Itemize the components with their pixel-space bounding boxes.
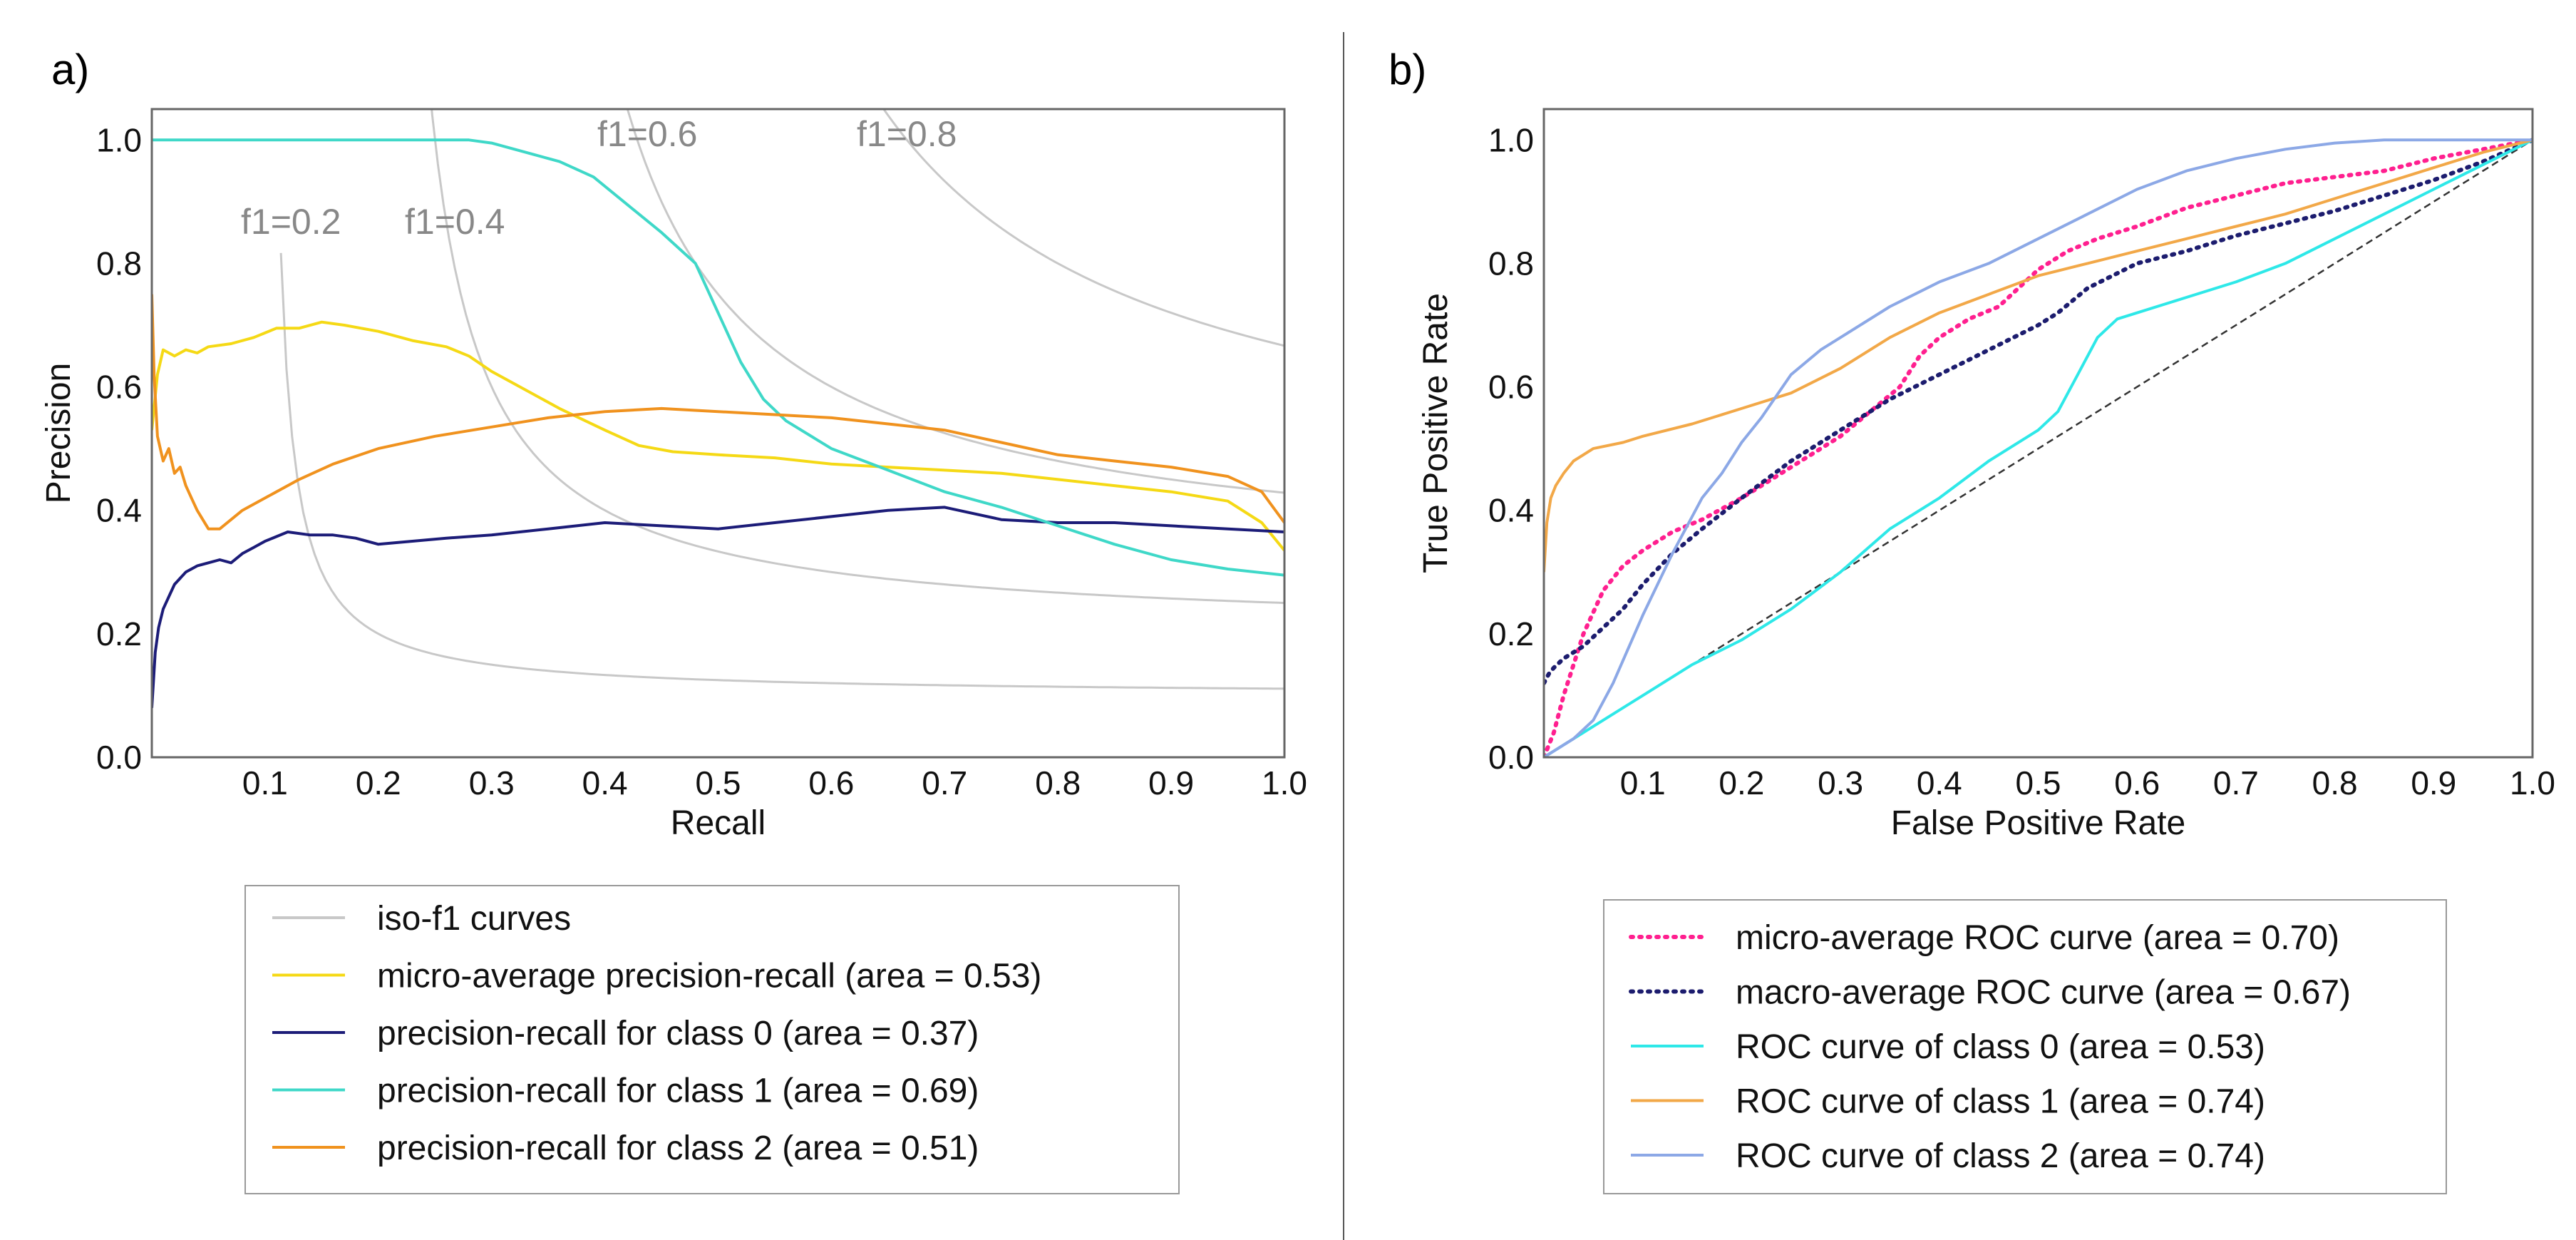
x-tick-label: 0.9 — [1148, 764, 1194, 801]
legend: micro-average ROC curve (area = 0.70) mac… — [1603, 899, 2447, 1194]
legend-entry-label: macro-average ROC curve (area = 0.67) — [1736, 974, 2351, 1012]
iso-f1-label-2: f1=0.6 — [597, 114, 697, 154]
panel-b-roc: b) 0.1 0.2 0.3 0.4 0.5 0.6 0.7 0.8 0.9 1.0 0.0 0.2 0.… — [1389, 46, 2555, 1194]
panel-a-precision-recall: a) f1=0.2 f1=0.4 f1=0.6 f1=0.8 0.1 0.2 0.3 0.4 0.… — [40, 46, 1307, 1194]
plot-curves — [152, 109, 1284, 708]
x-tick-label: 0.6 — [808, 764, 854, 801]
y-axis-label: Precision — [40, 363, 78, 503]
series-line-0 — [1544, 138, 2533, 757]
legend-box — [244, 885, 1180, 1194]
legend-entry-label: ROC curve of class 1 (area = 0.74) — [1736, 1083, 2265, 1121]
series-line-3 — [1544, 138, 2533, 573]
y-tick-label: 0.4 — [96, 492, 142, 529]
iso-f1-curve-2 — [626, 109, 1284, 494]
x-tick-label: 0.2 — [1719, 764, 1764, 801]
x-tick-label: 1.0 — [1262, 764, 1307, 801]
x-tick-label: 0.7 — [2213, 764, 2259, 801]
x-tick-label: 0.5 — [696, 764, 741, 801]
chance-diagonal-line — [1544, 139, 2533, 757]
x-tick-label: 0.8 — [1035, 764, 1081, 801]
series-line-3 — [152, 294, 1284, 531]
legend-entry-label: micro-average precision-recall (area = 0… — [377, 958, 1041, 995]
y-tick-label: 0.0 — [96, 739, 142, 776]
series-line-0 — [152, 320, 1284, 552]
x-tick-label: 0.4 — [1917, 764, 1962, 801]
x-tick-label: 0.5 — [2016, 764, 2061, 801]
legend-entry-label: ROC curve of class 2 (area = 0.74) — [1736, 1137, 2265, 1175]
series-line-2 — [1544, 138, 2533, 757]
y-axis-label: True Positive Rate — [1417, 293, 1455, 573]
axes-frame — [1542, 108, 2534, 759]
plot-curves — [1544, 138, 2533, 757]
x-tick-label: 0.3 — [469, 764, 515, 801]
x-axis-label: False Positive Rate — [1891, 804, 2186, 842]
panel-label: a) — [51, 46, 89, 93]
x-tick-label: 0.9 — [2411, 764, 2456, 801]
x-tick-label: 0.1 — [1620, 764, 1666, 801]
y-tick-label: 1.0 — [96, 121, 142, 158]
legend-entry-label: precision-recall for class 0 (area = 0.3… — [377, 1015, 979, 1052]
legend-entry-label: micro-average ROC curve (area = 0.70) — [1736, 919, 2339, 957]
legend-entry-label: iso-f1 curves — [377, 900, 571, 938]
iso-f1-curve-1 — [431, 109, 1284, 605]
y-tick-label: 0.0 — [1488, 739, 1534, 776]
series-line-1 — [1544, 138, 2533, 686]
y-tick-label: 0.8 — [1488, 245, 1534, 282]
axes-frame — [150, 108, 1286, 759]
series-line-2 — [152, 138, 1284, 577]
y-tick-label: 0.6 — [96, 369, 142, 406]
iso-f1-curve-3 — [882, 109, 1284, 347]
x-tick-label: 0.1 — [242, 764, 288, 801]
panel-label: b) — [1389, 46, 1426, 93]
iso-f1-label-3: f1=0.8 — [857, 114, 957, 154]
y-tick-label: 0.6 — [1488, 369, 1534, 406]
series-line-1 — [152, 506, 1284, 708]
x-tick-label: 1.0 — [2510, 764, 2555, 801]
iso-f1-label-0: f1=0.2 — [241, 202, 341, 242]
x-tick-label: 0.2 — [356, 764, 401, 801]
legend-entry-label: ROC curve of class 0 (area = 0.53) — [1736, 1028, 2265, 1066]
x-axis-label: Recall — [671, 804, 766, 842]
x-tick-label: 0.7 — [922, 764, 967, 801]
x-tick-label: 0.4 — [582, 764, 628, 801]
x-tick-label: 0.3 — [1818, 764, 1863, 801]
legend: iso-f1 curves micro-average precision-rec… — [244, 885, 1180, 1194]
x-tick-label: 0.8 — [2312, 764, 2358, 801]
y-tick-label: 0.2 — [1488, 615, 1534, 652]
legend-entry-label: precision-recall for class 1 (area = 0.6… — [377, 1072, 979, 1110]
x-tick-label: 0.6 — [2114, 764, 2160, 801]
iso-f1-curve-0 — [279, 252, 1284, 690]
y-tick-label: 0.2 — [96, 615, 142, 652]
y-tick-label: 1.0 — [1488, 121, 1534, 158]
y-tick-label: 0.4 — [1488, 492, 1534, 529]
y-tick-label: 0.8 — [96, 245, 142, 282]
legend-box — [1603, 899, 2447, 1194]
iso-f1-label-1: f1=0.4 — [405, 202, 505, 242]
series-line-4 — [1544, 138, 2533, 757]
legend-entry-label: precision-recall for class 2 (area = 0.5… — [377, 1129, 979, 1167]
